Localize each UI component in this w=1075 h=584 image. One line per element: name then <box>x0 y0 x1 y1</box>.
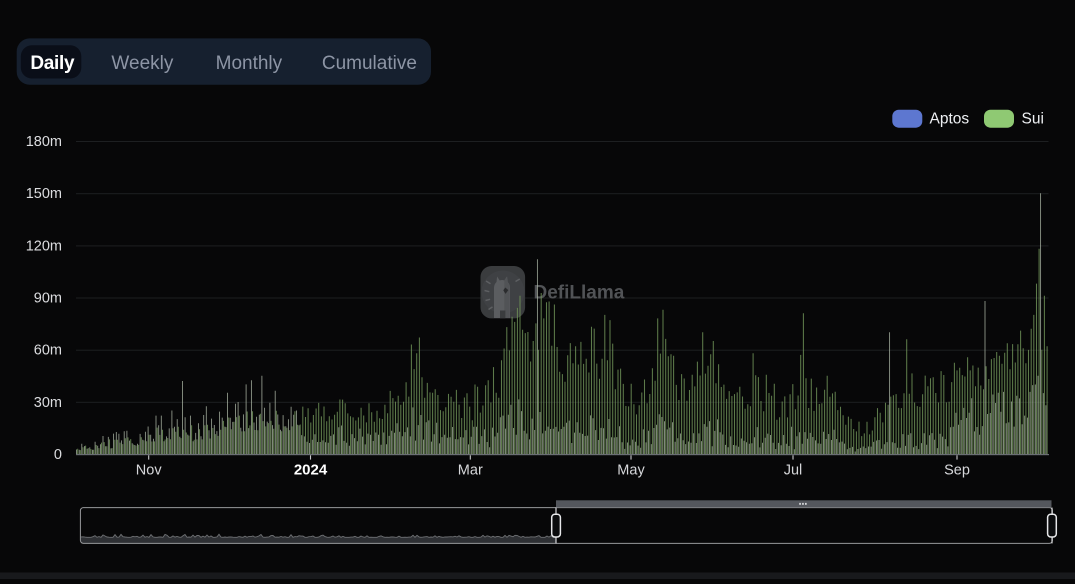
svg-text:180m: 180m <box>26 134 62 150</box>
svg-text:Sep: Sep <box>944 463 970 479</box>
svg-text:DefiLlama: DefiLlama <box>534 283 625 304</box>
svg-text:90m: 90m <box>34 291 62 307</box>
svg-text:30m: 30m <box>34 395 62 411</box>
svg-text:Daily: Daily <box>30 53 75 74</box>
svg-text:Nov: Nov <box>136 463 163 479</box>
svg-text:Jul: Jul <box>784 463 803 479</box>
svg-text:150m: 150m <box>26 186 62 202</box>
svg-text:2024: 2024 <box>294 462 328 479</box>
svg-text:60m: 60m <box>34 343 62 359</box>
svg-text:Mar: Mar <box>458 463 483 479</box>
svg-text:Cumulative: Cumulative <box>322 53 417 74</box>
svg-text:Monthly: Monthly <box>216 53 283 74</box>
svg-text:Weekly: Weekly <box>111 53 173 74</box>
svg-text:Sui: Sui <box>1022 111 1044 128</box>
svg-text:May: May <box>617 463 645 479</box>
svg-text:Aptos: Aptos <box>930 111 970 128</box>
svg-text:0: 0 <box>54 447 62 463</box>
svg-text:120m: 120m <box>26 238 62 254</box>
